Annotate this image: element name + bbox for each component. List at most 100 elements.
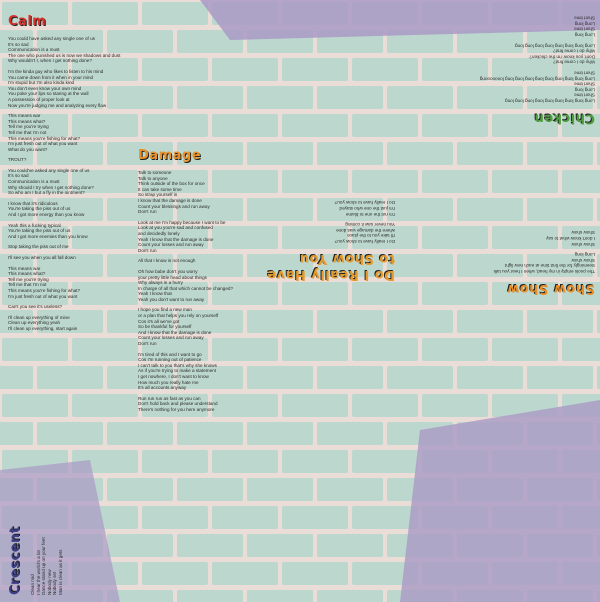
- lyric-line: Don't you know I'm the chicken?: [529, 54, 595, 60]
- lyric-line: The one who punished us is now we shadow…: [8, 52, 121, 58]
- lyric-line: Tell me you're trying: [8, 276, 49, 282]
- lyric-line: Talk to someone: [138, 170, 172, 175]
- lyric-line: Why do I come first?: [553, 59, 595, 65]
- lyric-line: Do I really have to show you?: [334, 200, 395, 206]
- lyric-line: I'm just fresh out of what you want: [8, 141, 78, 147]
- lyric-line: Stop taking the piss out of me: [8, 244, 69, 250]
- lyric-line: Can't you see it's useless?: [8, 304, 63, 310]
- lyric-line: It's so sad: [8, 41, 29, 47]
- song: Crescent Clean mid I hear the world's a lo…: [8, 395, 208, 596]
- lyric-line: I'm just the one who stayed: [339, 206, 395, 212]
- lyric-line: Long long long long long long long long …: [479, 75, 595, 81]
- stanza: I'll clean up everything of mine Clean up…: [8, 315, 138, 332]
- lyric-line: This means you're fishing for what?: [8, 135, 81, 141]
- lyric-line: Cos it's all we've got: [138, 318, 180, 324]
- song: Calm You could have asked any single one …: [8, 14, 138, 337]
- lyric-line: Show show: [571, 257, 596, 263]
- lyric-line: Don't run: [138, 341, 157, 347]
- lyric-line: So strap yourself in: [138, 192, 178, 198]
- lyric-line: I'll clean up everything, start again: [8, 325, 78, 331]
- stanza: I hope you find a new man or a plan that …: [138, 307, 268, 346]
- lyric-line: Short time: [574, 81, 595, 87]
- stanza: I know that it's ridiculous You're taking…: [8, 201, 138, 218]
- song-rotated: Crescent Clean mid I hear the world's a lo…: [8, 395, 69, 596]
- lyric-line: This means what?: [8, 118, 46, 124]
- lyric-line: And I know that the damage is done: [138, 329, 212, 335]
- stanza: Look at me I'm happy because I want to b…: [138, 220, 268, 254]
- stanza: Oh how babe don't you worry your pretty l…: [138, 269, 268, 303]
- lyric-line: This means what?: [8, 271, 46, 277]
- stanza: You could have asked any single one of u…: [8, 36, 138, 64]
- lyric-line: Count your losses and run away: [138, 242, 204, 248]
- lyric-line: I hope you find a new man: [138, 307, 192, 313]
- stanza: All that I know is not enough: [138, 258, 268, 264]
- lyric-line: And I got more enemies than you know: [8, 233, 88, 239]
- song-title: Show Show: [506, 281, 595, 297]
- lyric-line: You came down from it when in your mind: [8, 74, 94, 80]
- lyric-line: Yeah this a fucking typical: [8, 222, 61, 228]
- stanza: Can't you see it's useless?: [8, 304, 138, 310]
- stanza: Long long Short time Long long Short time: [385, 15, 595, 38]
- lyric-line: Don't hold back and please understand: [138, 401, 218, 407]
- lyric-line: Don't run: [138, 209, 157, 215]
- song-title: Damage: [138, 148, 202, 163]
- lyric-line: I'll clean up everything of mine: [8, 314, 70, 320]
- stanza: The pools empty in my head, when I hear …: [430, 252, 595, 274]
- stanza: Show show I don't know what to say Show sh…: [430, 230, 595, 247]
- lyric-line: It's so sad: [8, 173, 29, 179]
- lyric-line: Yeah I know that the damage is done: [138, 236, 214, 242]
- lyric-line: Short time: [574, 26, 595, 32]
- song-title: Crescent: [8, 526, 23, 596]
- lyric-line: or a plan that helps you rely on yoursel…: [138, 313, 219, 319]
- lyric-line: Why wouldn't I, when I get nothing done?: [8, 58, 92, 64]
- lyric-line: I'm not the one to blame: [345, 211, 395, 217]
- stanza: Talk to someone Talk to anyone Think outsi…: [138, 170, 268, 215]
- lyric-line: Long long long long long long long long: [515, 42, 595, 48]
- lyric-line: Clean up everything yeah: [8, 320, 61, 326]
- lyric-line: You're taking the piss out of us: [8, 206, 71, 212]
- lyric-line: And I got more energy than you know: [8, 212, 85, 218]
- lyric-line: Cos I'm running out of patience: [138, 357, 202, 363]
- lyric-line: In charge of all that which cannot be ch…: [138, 285, 234, 291]
- lyric-line: Why always in a hurry: [138, 280, 183, 286]
- lyric-line: Look at me I'm happy because I want to b…: [138, 219, 226, 225]
- lyric-line: Communication is a must: [8, 179, 60, 185]
- lyric-line: and decidedly lonely: [138, 230, 180, 236]
- lyric-line: Talk to anyone: [138, 175, 168, 181]
- stanza: Do I really have to show you? I'll take y…: [255, 222, 395, 244]
- song: Chicken Long long long long long long lon…: [385, 10, 595, 126]
- lyric-line: Show show: [571, 230, 596, 236]
- lyric-line: Look at you you're sad and confused: [138, 225, 213, 231]
- lyric-line: your pretty little head about things: [138, 274, 207, 280]
- stanza: I'm the kinda guy who likes to listen to…: [8, 69, 138, 108]
- stanza: TROUT?: [8, 157, 138, 163]
- stanza: You could've asked any single one of us I…: [8, 168, 138, 196]
- lyric-line: There's nothing for you here anymore: [138, 406, 215, 412]
- stanza: I'm not the one to blame I'm just the one…: [255, 200, 395, 217]
- stanza: Long long long long long long long long …: [385, 70, 595, 103]
- lyric-line: Short time: [574, 15, 595, 21]
- song: Damage Talk to someone Talk to anyone Think…: [138, 148, 268, 418]
- lyric-line: Tell me you're trying: [8, 124, 49, 130]
- lyric-line: How much you really hate me: [138, 379, 199, 385]
- lyric-line: Show show: [571, 241, 596, 247]
- lyric-line: Don't run: [138, 247, 157, 253]
- lyric-line: You don't even know your own mind: [8, 85, 82, 91]
- lyric-line: I don't know what to say: [546, 236, 595, 242]
- song-title: Do I Really Have to Show You: [266, 251, 395, 283]
- stanza: This means war This means what? Tell me yo…: [8, 266, 138, 300]
- lyric-line: All that I know is not enough: [138, 258, 196, 264]
- lyric-line: I know that it's ridiculous: [8, 200, 58, 206]
- stanza: Clean mid I hear the world's a lot Dance s…: [30, 395, 64, 595]
- lyric-line: Communication is a must: [8, 47, 60, 53]
- stanza: I'll see you when you all fall down: [8, 255, 138, 261]
- stanza: Yeah this a fucking typical You're taking…: [8, 223, 138, 240]
- lyric-line: Do I really have to show you?: [334, 239, 395, 245]
- stanza: Why do I come first? Don't you know I'm t…: [385, 42, 595, 65]
- lyric-line: You never saw it coming: [345, 222, 395, 228]
- lyric-line: Yeah you don't want to run away: [138, 296, 205, 302]
- lyric-line: I'm just fresh out of what you want: [8, 293, 78, 299]
- lyric-line: So who am I but a fly in the ointment?: [8, 190, 85, 196]
